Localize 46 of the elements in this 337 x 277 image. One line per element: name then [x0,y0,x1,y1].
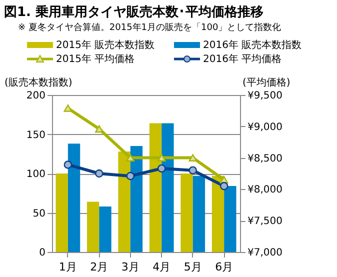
y2-tick-label: ¥7,000 [248,248,282,258]
x-tick-label: 3月 [121,260,140,274]
x-tick-label: 1月 [58,260,77,274]
x-tick-label: 2月 [90,260,108,274]
point [157,154,166,162]
chart-title: 図1. 乗用車用タイヤ販売本数･平均価格推移 [4,4,264,21]
point [64,160,72,169]
legend-label: 2015年 販売本数指数 [56,38,155,52]
point [126,154,135,162]
bar [118,152,130,252]
y-tick-label: 50 [32,208,46,220]
point [220,182,228,190]
y-tick-label: 100 [26,169,46,180]
bar [149,123,162,252]
y2-tick-label: ¥9,500 [248,90,282,102]
x-tick-label: 4月 [152,260,171,274]
x-tick-label: 6月 [215,260,234,274]
y-tick-label: 0 [39,248,46,258]
bar [192,176,206,252]
y-axis-title: (販売本数指数) [4,76,72,88]
bar [56,174,68,252]
y2-axis-title: (平均価格) [242,76,290,88]
bar [212,176,224,252]
bar [130,146,143,252]
chart-subtitle: ※ 夏冬タイヤ合算値。2015年1月の販売を「100」として指数化 [18,22,282,34]
point [188,166,197,174]
bar [86,202,100,252]
y-tick-label: 150 [26,130,46,141]
bar [224,186,236,252]
point [126,172,135,180]
y2-tick-label: ¥7,500 [248,216,282,228]
point [95,169,104,178]
legend-label: 2015年 平均価格 [56,52,135,66]
y2-tick-label: ¥8,500 [248,153,282,164]
y-tick-label: 200 [26,90,46,102]
x-tick-label: 5月 [184,260,202,274]
bar [180,174,193,252]
legend-label: 2016年 平均価格 [203,52,282,66]
bar [68,144,80,252]
point [157,164,166,173]
legend-label: 2016年 販売本数指数 [203,38,302,52]
point [95,125,104,133]
y2-tick-label: ¥8,000 [248,184,282,196]
y2-tick-label: ¥9,000 [248,122,282,133]
bar [162,123,174,252]
bar [99,206,112,252]
